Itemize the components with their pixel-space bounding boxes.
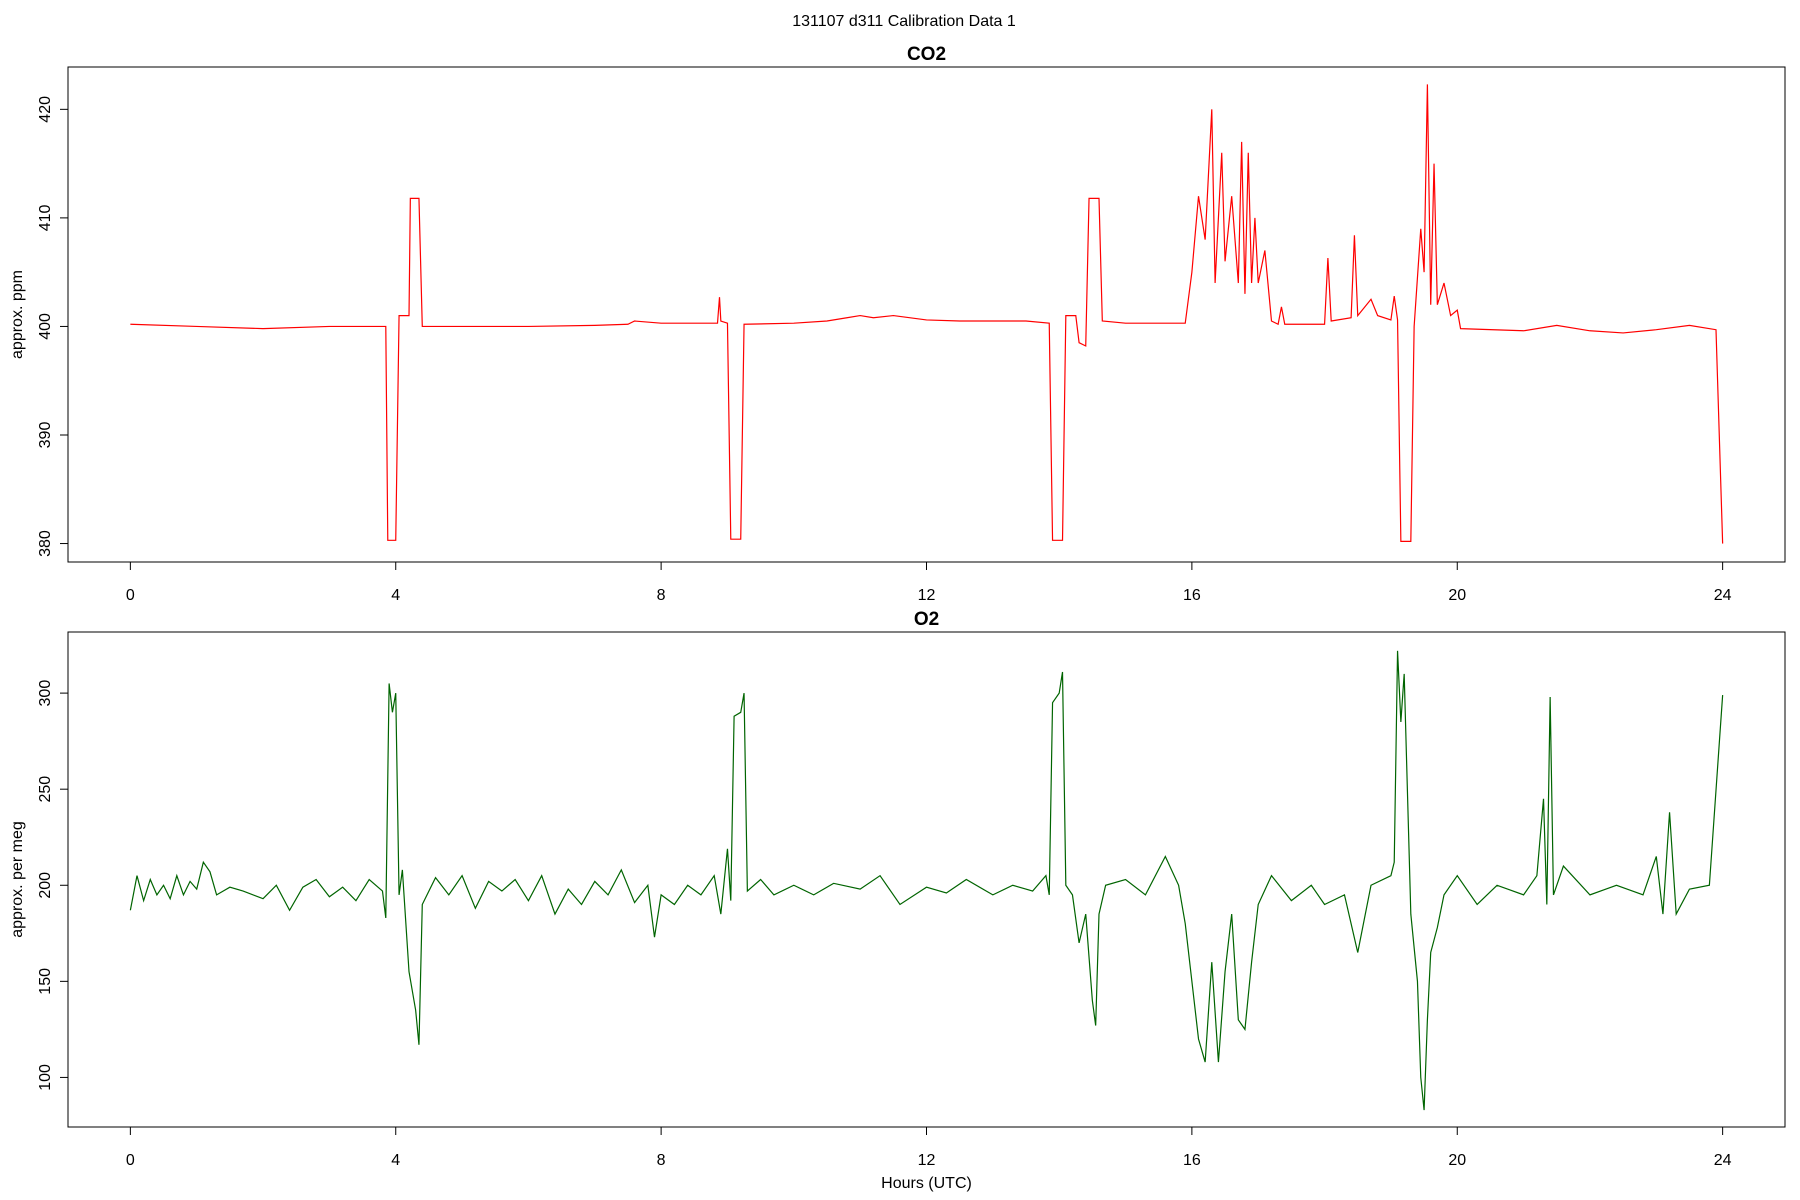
y-tick-label: 380 [37,530,54,557]
x-tick-label: 12 [918,587,936,604]
y-axis-label: approx. per meg [9,821,26,938]
x-tick-label: 20 [1448,587,1466,604]
data-line [130,84,1724,544]
x-tick-label: 24 [1714,587,1732,604]
x-tick-label: 16 [1183,1152,1201,1169]
x-tick-label: 24 [1714,1152,1732,1169]
y-tick-label: 200 [37,872,54,899]
x-tick-label: 0 [126,1152,135,1169]
x-tick-label: 4 [391,1152,400,1169]
chart-title: CO2 [907,44,946,65]
data-line [129,650,1724,1111]
x-tick-label: 16 [1183,587,1201,604]
page-title: 131107 d311 Calibration Data 1 [792,13,1016,30]
y-axis-label: approx. ppm [9,270,26,359]
y-tick-label: 150 [37,968,54,995]
x-tick-label: 12 [918,1152,936,1169]
y-tick-label: 250 [37,776,54,803]
y-tick-label: 410 [37,204,54,231]
chart-title: O2 [914,609,939,630]
y-tick-label: 420 [37,96,54,123]
x-tick-label: 4 [391,587,400,604]
plot-box [67,66,1786,563]
y-tick-label: 400 [37,313,54,340]
x-tick-label: 8 [657,587,666,604]
x-tick-label: 20 [1448,1152,1466,1169]
x-tick-label: 0 [126,587,135,604]
x-axis-label: Hours (UTC) [881,1175,972,1192]
y-tick-label: 390 [37,422,54,449]
y-tick-label: 300 [37,680,54,707]
plot-box [67,631,1786,1128]
x-tick-label: 8 [657,1152,666,1169]
y-tick-label: 100 [37,1064,54,1091]
